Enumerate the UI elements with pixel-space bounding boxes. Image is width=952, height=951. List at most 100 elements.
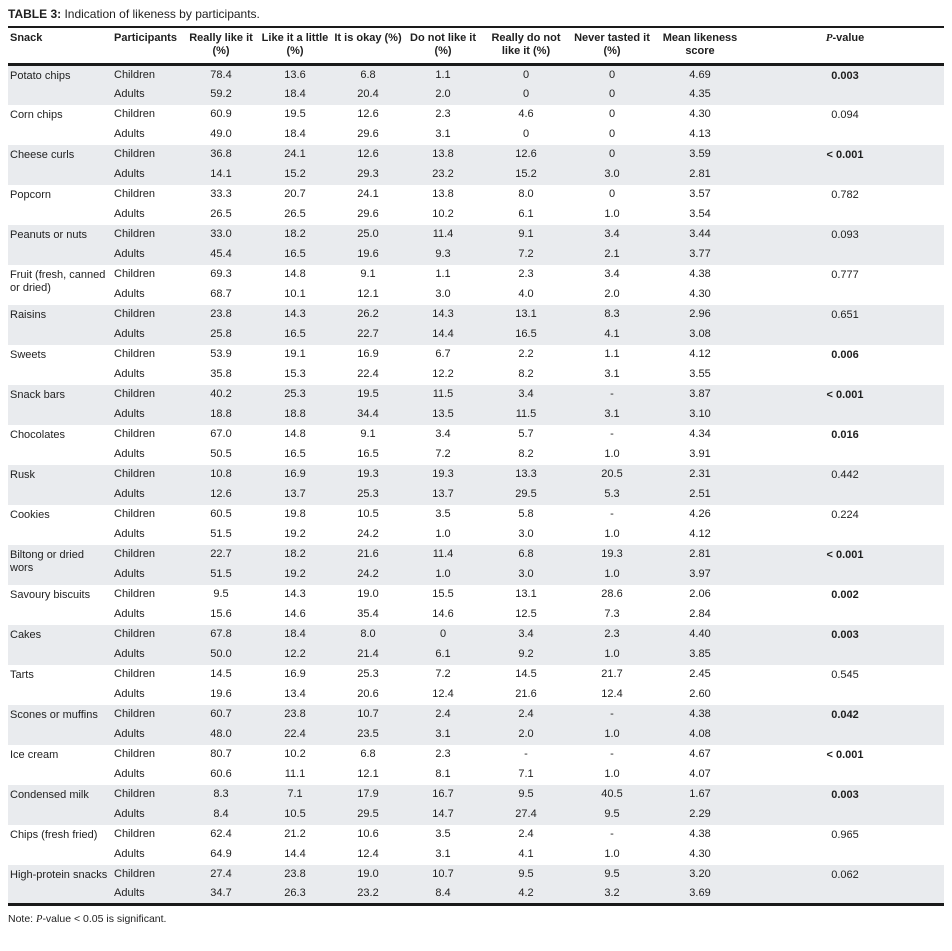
cell-value: 13.4 — [284, 688, 306, 700]
col-header-really-like-it: Really like it (%) — [184, 27, 258, 66]
cell-p-value: 0.094 — [831, 108, 859, 121]
col-header-like-it-a-little: Like it a little (%) — [258, 27, 332, 66]
cell-value: 13.1 — [482, 304, 570, 325]
cell-value: 14.8 — [284, 428, 306, 440]
cell-value: - — [570, 384, 654, 405]
cell-snack: Rusk — [8, 464, 112, 505]
table-row: Raisins Children 23.8 14.3 26.2 14.3 13.1 8.3 2.… — [8, 304, 944, 345]
cell-participants: Adults — [114, 688, 145, 700]
cell-value: 29.5 — [332, 804, 404, 825]
cell-value: 24.1 — [357, 188, 379, 200]
cell-value: 4.26 — [689, 508, 711, 520]
cell-value: 19.6 — [210, 688, 232, 700]
cell-value: - — [570, 704, 654, 725]
cell-value: 3.0 — [518, 528, 534, 540]
col-header-snack: Snack — [8, 27, 112, 66]
cell-value: 3.2 — [570, 884, 654, 905]
cell-value: 2.81 — [654, 544, 746, 565]
cell-value: 19.0 — [332, 864, 404, 885]
cell-participants: Adults — [112, 804, 184, 825]
cell-snack: Savoury biscuits — [10, 588, 91, 601]
cell-value: 3.87 — [654, 384, 746, 405]
cell-value: 12.2 — [432, 368, 454, 380]
cell-value: 3.1 — [435, 128, 451, 140]
table-row: Cheese curls Children 36.8 24.1 12.6 13.8 12.6… — [8, 144, 944, 185]
cell-value: 60.6 — [210, 768, 232, 780]
col-header-really-do-not-like-it: Really do not like it (%) — [482, 27, 570, 66]
cell-value: 2.3 — [570, 624, 654, 645]
cell-value: 3.5 — [435, 508, 451, 520]
table-row: Cakes Children 67.8 18.4 8.0 0 3.4 2.3 4.40 0.003 — [8, 624, 944, 665]
cell-participants: Children — [112, 144, 184, 165]
cell-value: 0 — [482, 84, 570, 105]
cell-value: 27.4 — [184, 864, 258, 885]
cell-value: 14.8 — [284, 268, 306, 280]
cell-value: 13.5 — [404, 404, 482, 425]
cell-value: 40.5 — [570, 784, 654, 805]
cell-p-value: 0.442 — [746, 464, 944, 505]
cell-value: 4.38 — [654, 704, 746, 725]
cell-value: 12.6 — [482, 144, 570, 165]
cell-value: 18.4 — [258, 84, 332, 105]
table-row: Adults 26.5 26.5 29.6 10.2 6.1 1.0 3.54 — [8, 205, 944, 225]
cell-value: 2.4 — [404, 704, 482, 725]
cell-value: 28.6 — [601, 588, 623, 600]
cell-value: 23.5 — [332, 724, 404, 745]
cell-value: 2.3 — [435, 108, 451, 120]
cell-p-value: 0.062 — [746, 864, 944, 905]
cell-value: 1.0 — [604, 768, 620, 780]
table-row: Scones or muffins Children 60.7 23.8 10.7 2.4… — [8, 704, 944, 745]
cell-value: 1.0 — [570, 724, 654, 745]
cell-value: 7.2 — [482, 244, 570, 265]
cell-value: 11.4 — [404, 224, 482, 245]
cell-value: 8.3 — [184, 784, 258, 805]
cell-value: 40.2 — [184, 384, 258, 405]
cell-value: 0 — [522, 128, 530, 140]
cell-value: 7.2 — [435, 668, 451, 680]
cell-participants: Children — [112, 384, 184, 405]
cell-value: 1.67 — [654, 784, 746, 805]
cell-value: 18.4 — [258, 624, 332, 645]
cell-value: 19.2 — [284, 528, 306, 540]
cell-value: 69.3 — [210, 268, 232, 280]
table-row: High-protein snacks Children 27.4 23.8 19.0 1… — [8, 864, 944, 905]
cell-value: 9.5 — [570, 804, 654, 825]
cell-value: 60.5 — [210, 508, 232, 520]
table-title-label: TABLE 3: — [8, 7, 62, 21]
cell-value: 1.1 — [404, 64, 482, 85]
cell-participants: Adults — [114, 608, 145, 620]
cell-value: 3.44 — [654, 224, 746, 245]
cell-value: 59.2 — [184, 84, 258, 105]
cell-value: 0 — [608, 188, 616, 200]
cell-value: 4.08 — [654, 724, 746, 745]
table-row: Condensed milk Children 8.3 7.1 17.9 16.7 9.5 4… — [8, 784, 944, 825]
cell-value: 48.0 — [184, 724, 258, 745]
cell-participants: Children — [112, 464, 184, 485]
cell-p-value: < 0.001 — [826, 748, 864, 761]
cell-value: 20.7 — [284, 188, 306, 200]
cell-value: 12.6 — [332, 144, 404, 165]
cell-value: 14.4 — [284, 848, 306, 860]
cell-value: 2.45 — [689, 668, 711, 680]
cell-participants: Adults — [112, 564, 184, 585]
cell-value: 16.9 — [284, 668, 306, 680]
cell-value: 29.3 — [332, 164, 404, 185]
cell-participants: Adults — [112, 484, 184, 505]
cell-value: 2.2 — [518, 348, 534, 360]
table-row: Peanuts or nuts Children 33.0 18.2 25.0 11.4 9… — [8, 224, 944, 265]
cell-value: 10.8 — [184, 464, 258, 485]
cell-value: 60.9 — [210, 108, 232, 120]
cell-p-value: 0.042 — [746, 704, 944, 745]
cell-participants: Children — [112, 624, 184, 645]
cell-value: 16.9 — [258, 464, 332, 485]
cell-p-value: < 0.001 — [746, 144, 944, 185]
cell-value: 22.7 — [332, 324, 404, 345]
cell-value: 29.6 — [357, 128, 379, 140]
cell-value: 14.3 — [284, 588, 306, 600]
cell-snack: Popcorn — [10, 188, 51, 201]
cell-snack: Snack bars — [8, 384, 112, 425]
cell-value: 13.8 — [432, 188, 454, 200]
cell-value: 18.2 — [258, 224, 332, 245]
cell-value: 4.12 — [689, 528, 711, 540]
table-row: Adults 68.7 10.1 12.1 3.0 4.0 2.0 4.30 — [8, 285, 944, 305]
